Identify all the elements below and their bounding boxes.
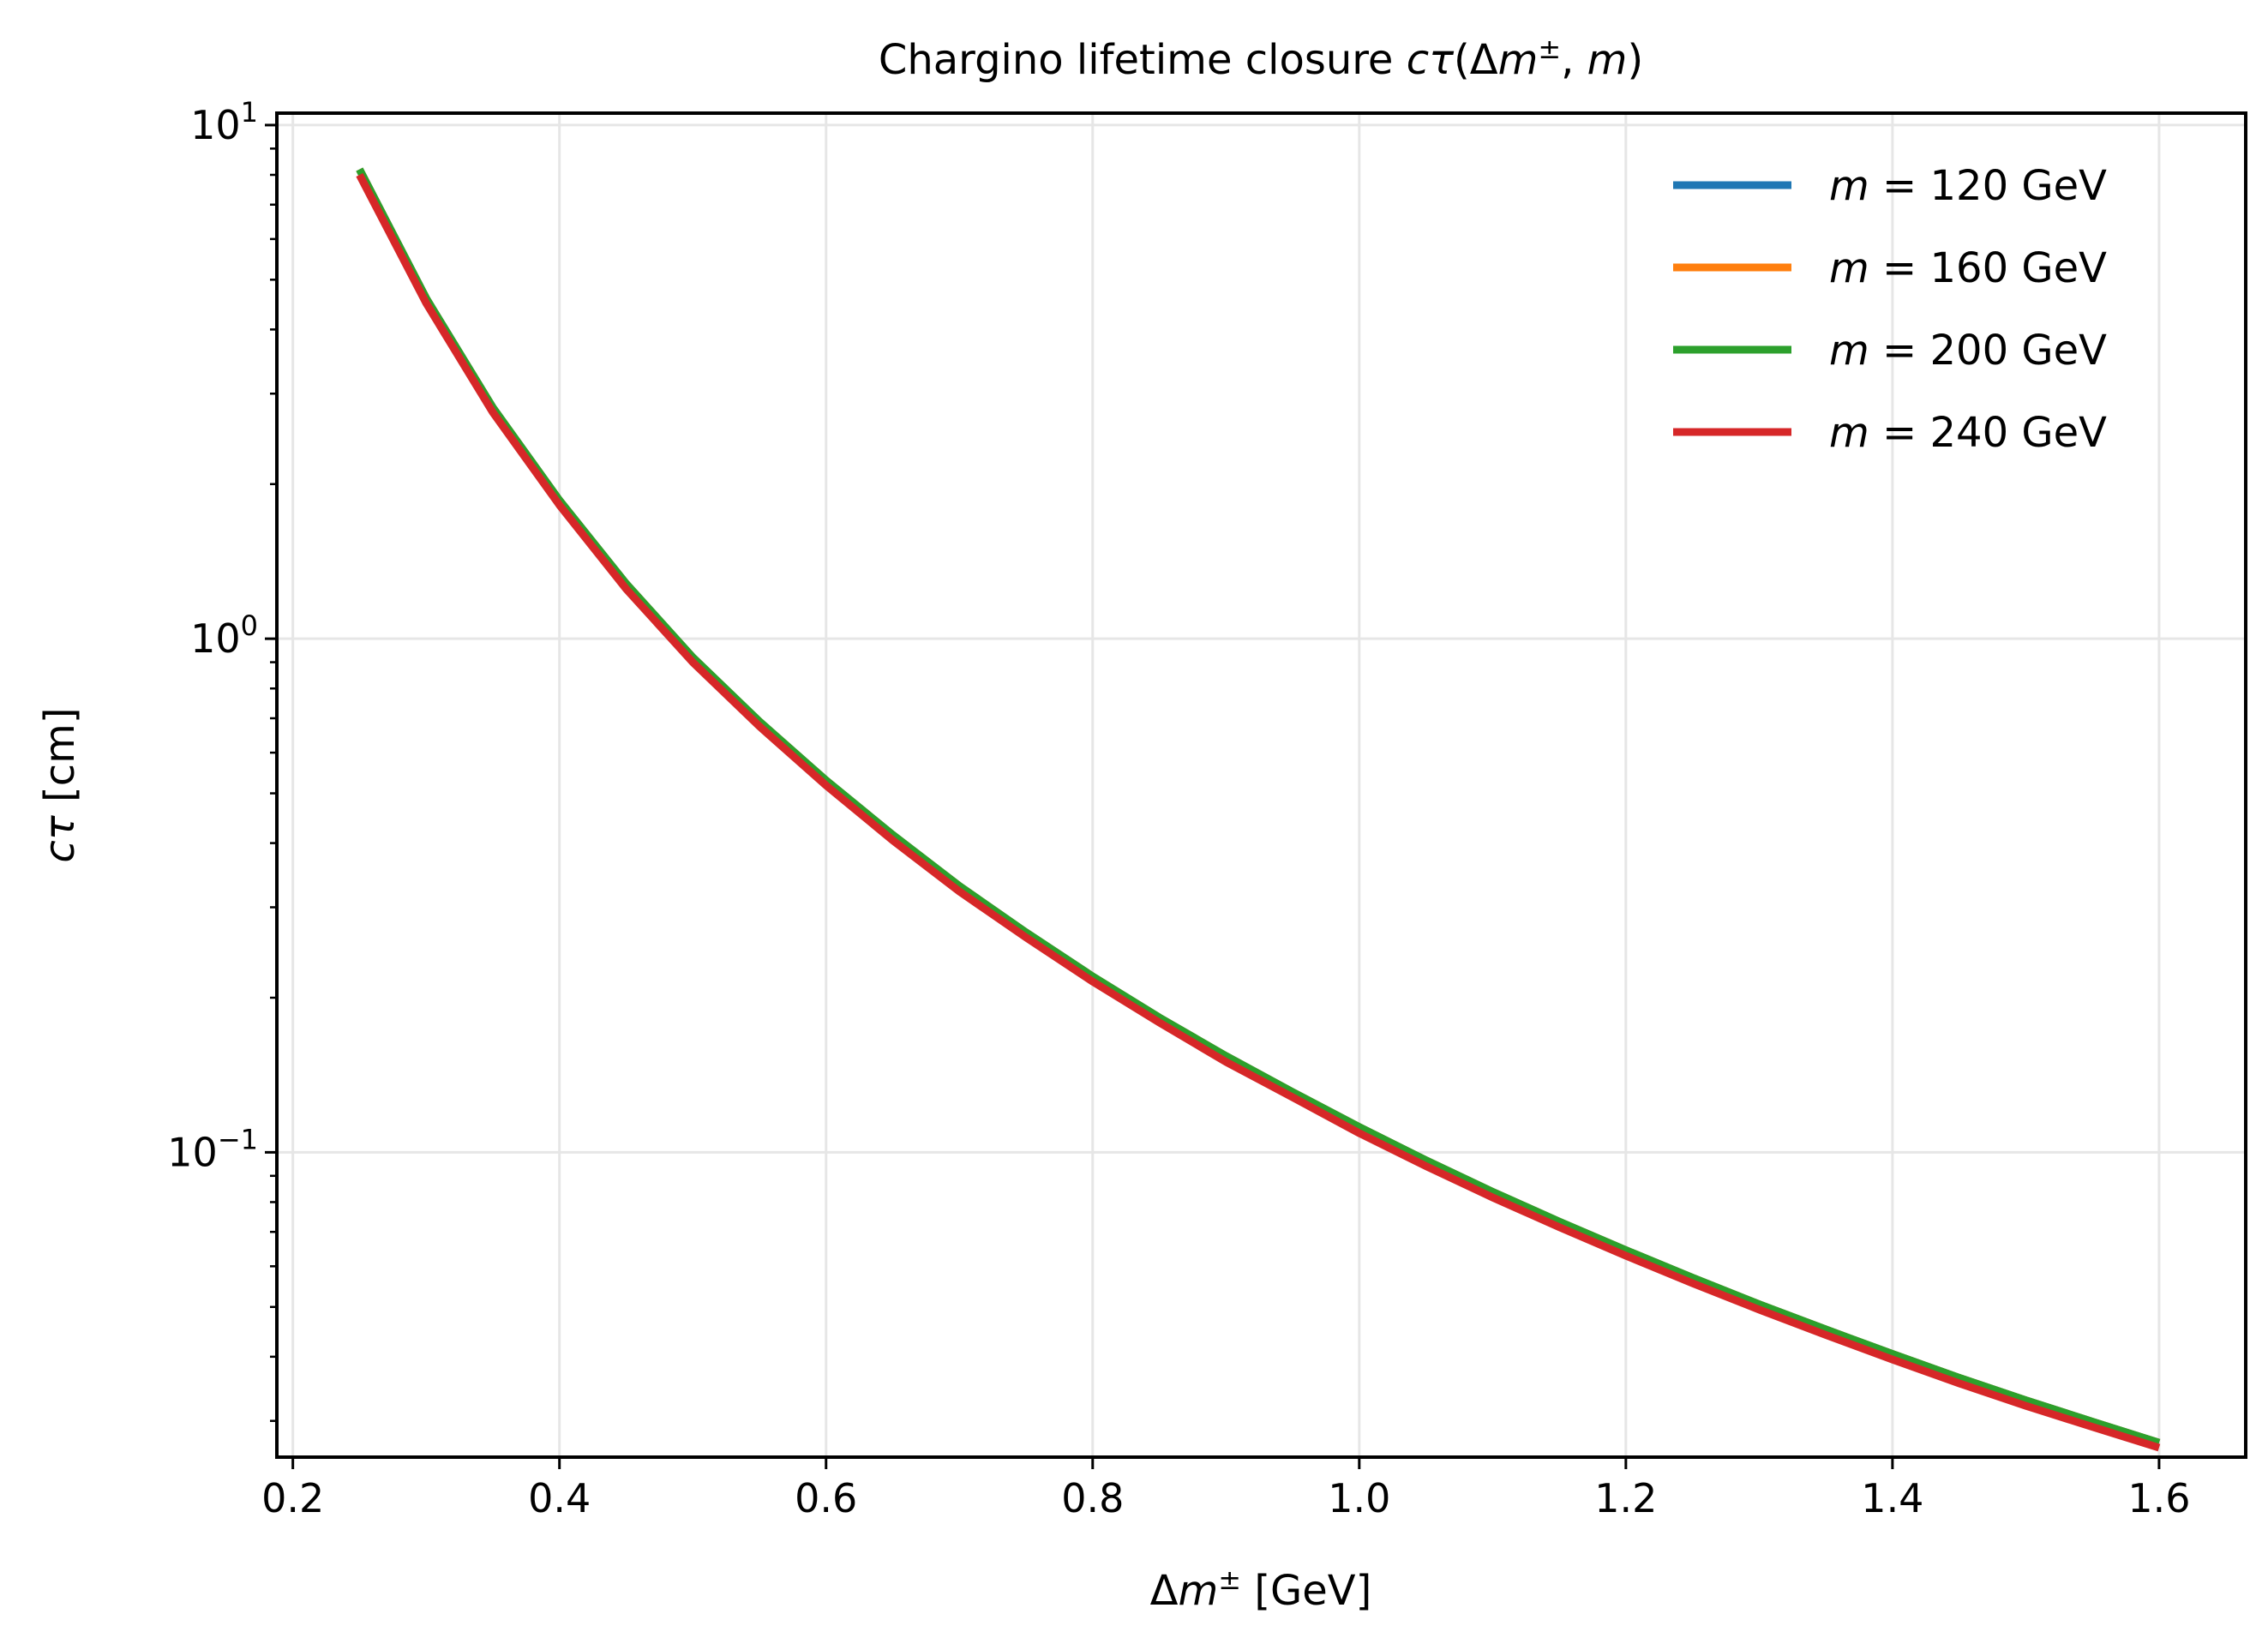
series-line (356, 172, 2161, 1452)
x-tick-label: 0.4 (528, 1475, 591, 1521)
legend-label: m = 120 GeV (1829, 162, 2107, 210)
legend-label: m = 240 GeV (1829, 409, 2107, 457)
legend-label-part: m (1829, 327, 1869, 375)
legend-label-part: = (1869, 327, 1930, 375)
x-tick-label: 0.2 (261, 1475, 324, 1521)
x-axis-label: Δm± [GeV] (1150, 1563, 1372, 1615)
y-tick-exponent: 1 (241, 96, 258, 129)
x-axis: 0.2 0.4 0.6 0.8 1.0 1.2 1.4 1.6 (261, 1457, 2190, 1521)
x-tick-label: 1.0 (1328, 1475, 1390, 1521)
y-tick-base: 10 (190, 102, 241, 148)
x-tick-label: 0.8 (1061, 1475, 1124, 1521)
legend-label-part: 120 GeV (1930, 162, 2108, 210)
x-tick-label: 1.2 (1594, 1475, 1657, 1521)
legend-label: m = 200 GeV (1829, 327, 2107, 375)
x-tick-label: 1.4 (1861, 1475, 1923, 1521)
y-tick-label: 101 (190, 96, 258, 148)
x-tick-label: 1.6 (2127, 1475, 2190, 1521)
y-tick-exponent: −1 (218, 1123, 258, 1155)
series-layer (356, 167, 2161, 1452)
y-tick-exponent: 0 (241, 609, 258, 642)
legend-label: m = 160 GeV (1829, 244, 2107, 292)
legend-label-part: = (1869, 409, 1930, 457)
chart-title: Chargino lifetime closure cτ(Δm±, m) (879, 33, 1643, 84)
y-tick-label: 100 (190, 609, 258, 662)
legend-label-part: m (1829, 162, 1869, 210)
x-tick-label: 0.6 (795, 1475, 857, 1521)
y-axis-label: cτ [cm] (36, 707, 84, 862)
y-tick-label: 10−1 (167, 1123, 258, 1175)
plot-frame (275, 111, 2247, 1459)
legend-label-part: = (1869, 162, 1930, 210)
legend-label-part: 160 GeV (1930, 244, 2108, 292)
legend-label-part: = (1869, 244, 1930, 292)
legend-label-part: 240 GeV (1930, 409, 2108, 457)
legend-label-part: 200 GeV (1930, 327, 2108, 375)
y-tick-base: 10 (167, 1129, 218, 1175)
legend-label-part: m (1829, 409, 1869, 457)
y-tick-base: 10 (190, 615, 241, 662)
legend-label-part: m (1829, 244, 1869, 292)
